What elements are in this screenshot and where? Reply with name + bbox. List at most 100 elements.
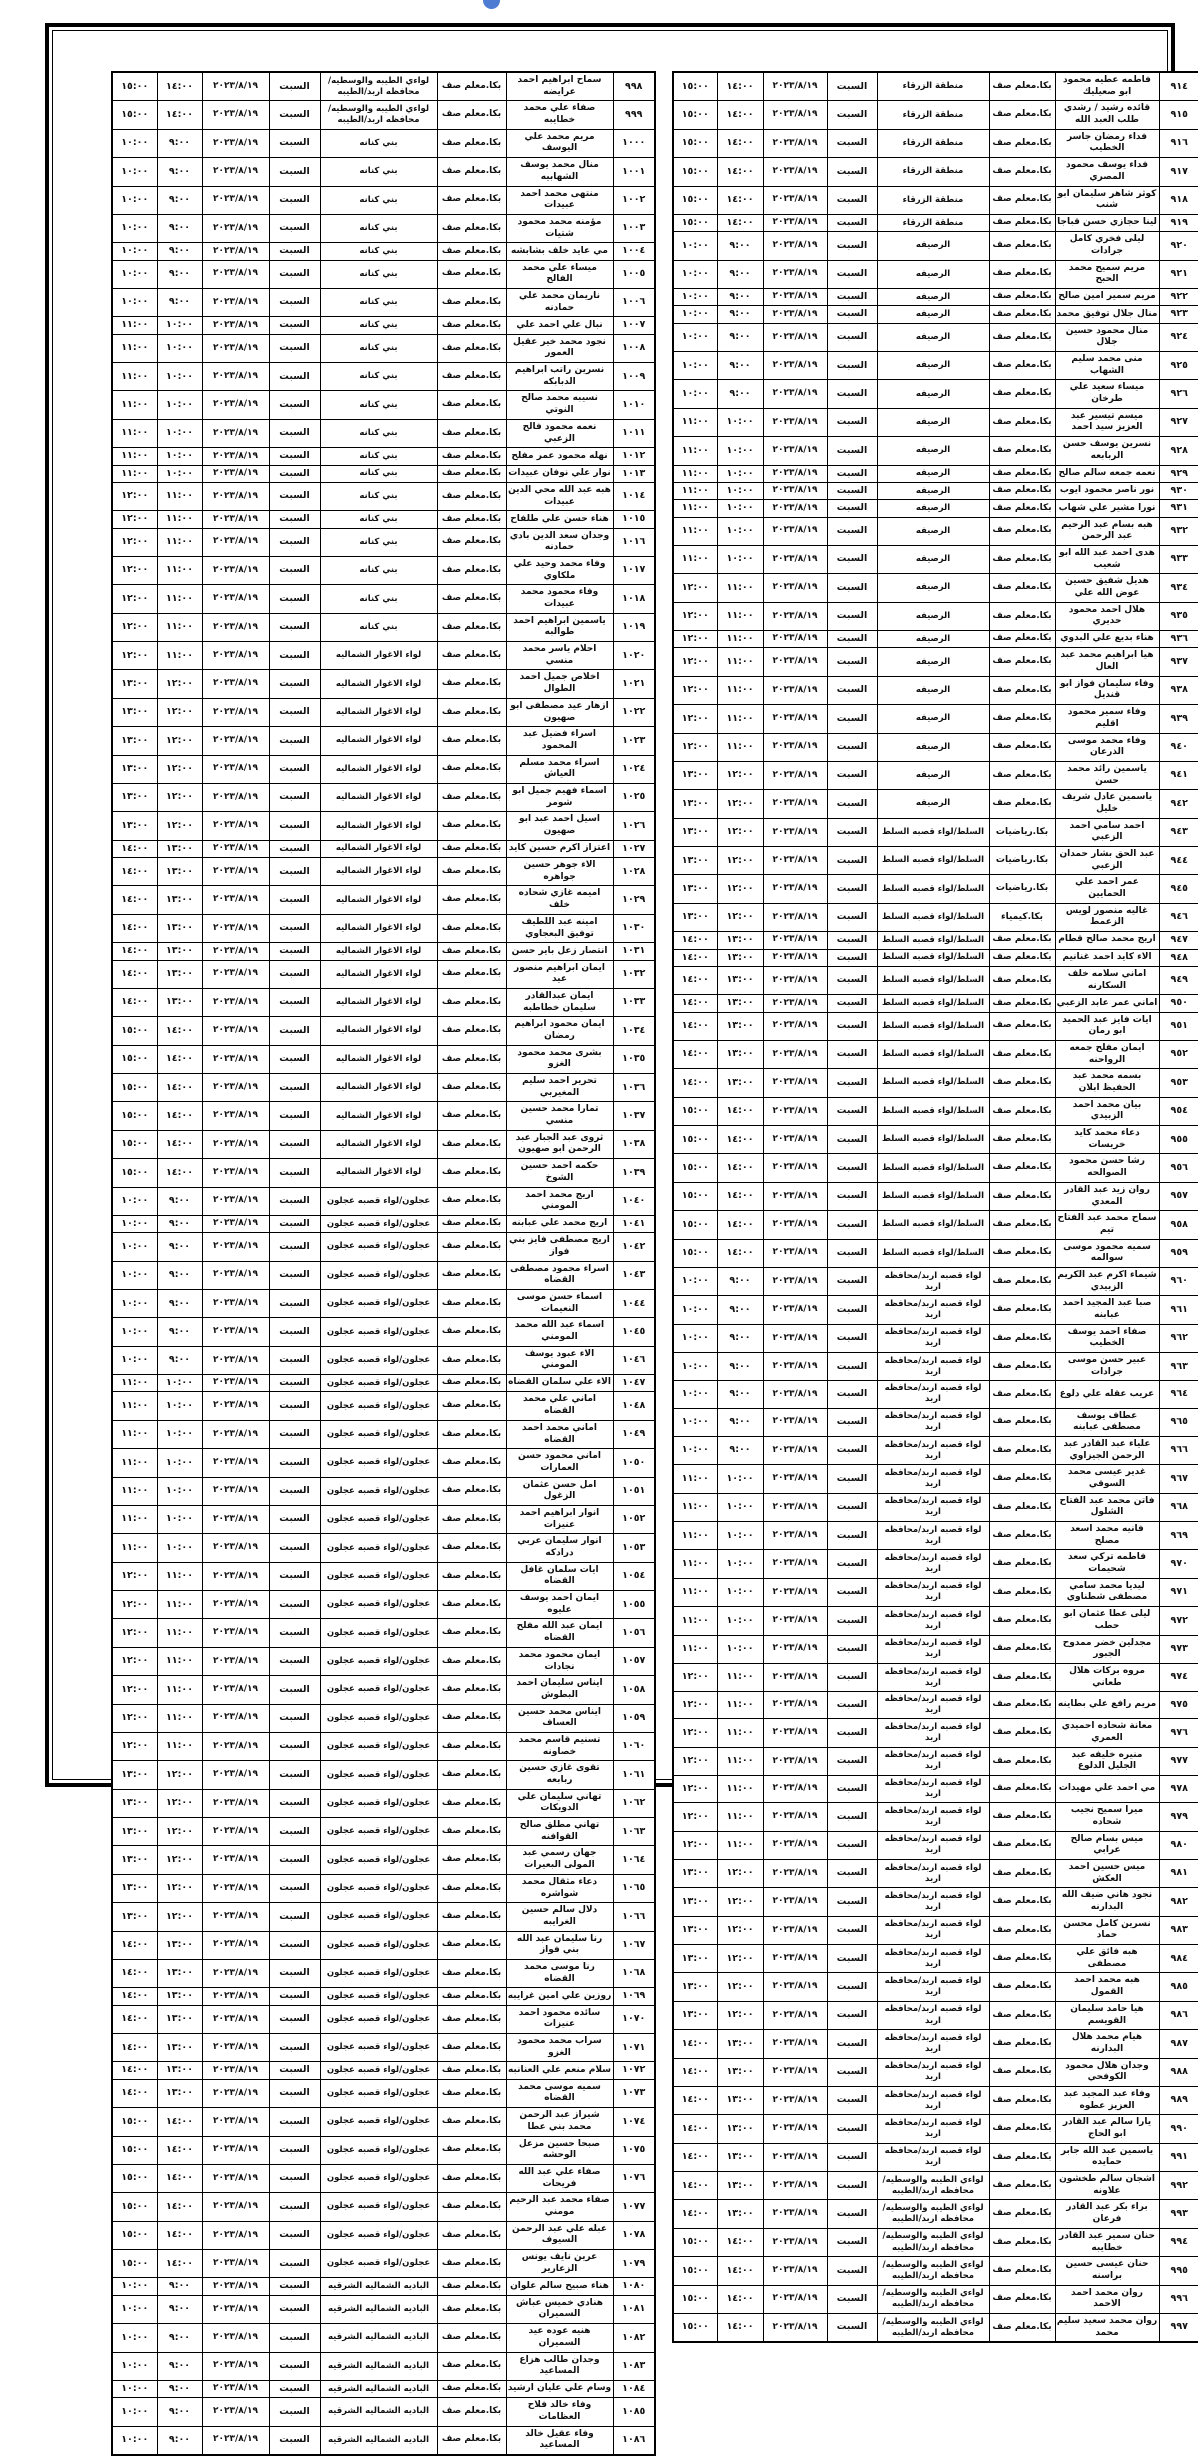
end-time-cell: ١٥:٠٠ bbox=[111, 100, 158, 130]
table-row: ٩٩٠ يارا سالم عبد القادر ابو الحاج بكا.معل… bbox=[672, 2114, 1198, 2144]
qualification-cell: بكا.معلم صف bbox=[988, 1858, 1056, 1889]
day-cell: السبت bbox=[268, 1987, 321, 2006]
candidate-name-cell: ياسمين عبد الله جابر حمايده bbox=[1054, 2142, 1160, 2173]
table-row: ١٠٦٥ دعاء مثقال محمد شواشره بكا.معلم صف عجل… bbox=[111, 1873, 656, 1904]
day-cell: السبت bbox=[826, 994, 878, 1013]
day-cell: السبت bbox=[268, 1391, 321, 1421]
end-time-cell: ١٠:٠٠ bbox=[111, 157, 158, 187]
start-time-cell: ١١:٠٠ bbox=[156, 481, 203, 512]
table-row: ١٠٣٠ امينه عبد اللطيف توفيق البعجاوي بكا.م… bbox=[111, 913, 656, 944]
day-cell: السبت bbox=[826, 2312, 878, 2343]
day-cell: السبت bbox=[826, 1407, 878, 1437]
table-row: ٩١٧ فداء يوسف محمود المصري بكا.معلم صف منطق… bbox=[672, 157, 1198, 187]
start-time-cell: ١١:٠٠ bbox=[156, 584, 203, 614]
candidate-name-cell: هدى احمد عبد الله ابو شعيب bbox=[1054, 544, 1160, 575]
serial-number-cell: ١٠٧٥ bbox=[612, 2135, 656, 2165]
qualification-cell: بكا.معلم صف bbox=[988, 2171, 1056, 2201]
directorate-cell: لواء قصبه اربد/محافظه اربد bbox=[876, 1662, 990, 1693]
candidate-name-cell: انوار سليمان عربي درادكه bbox=[505, 1533, 614, 1563]
qualification-cell: بكا.معلم صف bbox=[988, 1352, 1056, 1382]
table-row: ٩٤٣ احمد سامي احمد الزعبي بكا.رياضيات السلط… bbox=[672, 817, 1198, 848]
qualification-cell: بكا.معلم صف bbox=[988, 1068, 1056, 1098]
end-time-cell: ١٢:٠٠ bbox=[111, 1646, 158, 1677]
table-row: ٩٧٧ منيره خليفه عبد الجليل الدلوع بكا.معلم… bbox=[672, 1746, 1198, 1777]
candidate-name-cell: مريم رافع علي بطاينه bbox=[1054, 1691, 1160, 1720]
candidate-name-cell: نبال علي احمد علي bbox=[505, 316, 614, 335]
directorate-cell: الرصيفه bbox=[876, 732, 990, 762]
day-cell: السبت bbox=[268, 510, 321, 529]
directorate-cell: عجلون/لواء قصبه عجلون bbox=[319, 1902, 438, 1932]
end-time-cell: ١٤:٠٠ bbox=[111, 857, 158, 887]
serial-number-cell: ٩١٥ bbox=[1158, 100, 1198, 130]
candidate-name-cell: اريج محمد احمد المومني bbox=[505, 1186, 614, 1216]
date-cell: ٢٠٢٣/٨/١٩ bbox=[201, 2192, 270, 2222]
directorate-cell: الباديه الشماليه الشرقيه bbox=[319, 2277, 438, 2296]
end-time-cell: ١١:٠٠ bbox=[111, 1391, 158, 1421]
qualification-cell: بكا.معلم صف bbox=[988, 948, 1056, 967]
serial-number-cell: ٩٧٧ bbox=[1158, 1746, 1198, 1777]
qualification-cell: بكا.معلم صف bbox=[436, 2277, 507, 2296]
serial-number-cell: ١٠٦٥ bbox=[612, 1873, 656, 1904]
directorate-cell: عجلون/لواء قصبه عجلون bbox=[319, 1590, 438, 1620]
date-cell: ٢٠٢٣/٨/١٩ bbox=[201, 811, 270, 841]
date-cell: ٢٠٢٣/٨/١٩ bbox=[762, 948, 828, 967]
end-time-cell: ١٤:٠٠ bbox=[672, 1011, 718, 1041]
start-time-cell: ١٤:٠٠ bbox=[156, 1044, 203, 1075]
day-cell: السبت bbox=[268, 362, 321, 392]
table-row: ٩٦٠ شيماء اكرم عبد الكريم الزبيدي بكا.معلم… bbox=[672, 1266, 1198, 1297]
table-row: ٩٩٣ براء بكر عبد القادر فرعان بكا.معلم صف ل… bbox=[672, 2199, 1198, 2229]
end-time-cell: ١٤:٠٠ bbox=[111, 987, 158, 1018]
date-cell: ٢٠٢٣/٨/١٩ bbox=[762, 1972, 828, 2002]
start-time-cell: ١٢:٠٠ bbox=[156, 1788, 203, 1819]
end-time-cell: ١٠:٠٠ bbox=[111, 2397, 158, 2427]
day-cell: السبت bbox=[268, 1845, 321, 1875]
directorate-cell: لواء الاغوار الشماليه bbox=[319, 669, 438, 699]
end-time-cell: ١٠:٠٠ bbox=[672, 1266, 718, 1297]
directorate-cell: لواء قصبه اربد/محافظه اربد bbox=[876, 2057, 990, 2087]
qualification-cell: بكا.معلم صف bbox=[436, 584, 507, 614]
qualification-cell: بكا.معلم صف bbox=[988, 379, 1056, 409]
candidate-name-cell: عمر احمد علي الحمايين bbox=[1054, 874, 1160, 904]
qualification-cell: بكا.معلم صف bbox=[436, 418, 507, 449]
end-time-cell: ١٣:٠٠ bbox=[672, 817, 718, 848]
date-cell: ٢٠٢٣/٨/١٩ bbox=[201, 959, 270, 989]
start-time-cell: ١٤:٠٠ bbox=[716, 1181, 764, 1212]
directorate-cell: عجلون/لواء قصبه عجلون bbox=[319, 2004, 438, 2035]
date-cell: ٢٠٢٣/٨/١٩ bbox=[762, 1944, 828, 1974]
serial-number-cell: ٩٦٢ bbox=[1158, 1323, 1198, 1354]
table-row: ١٠٦٧ رنا سليمان عبد الله بني فواز بكا.معلم… bbox=[111, 1930, 656, 1960]
start-time-cell: ١١:٠٠ bbox=[716, 1718, 764, 1748]
end-time-cell: ١٢:٠٠ bbox=[672, 573, 718, 603]
candidate-name-cell: اعتزاز اكرم حسين كايد bbox=[505, 839, 614, 859]
qualification-cell: بكا.معلم صف bbox=[436, 481, 507, 512]
end-time-cell: ١٣:٠٠ bbox=[111, 782, 158, 813]
table-row: ١٠٧٠ سائده محمود احمد عنيزات بكا.معلم صف عج… bbox=[111, 2004, 656, 2035]
end-time-cell: ١٥:٠٠ bbox=[111, 2107, 158, 2137]
candidate-name-cell: سلام منعم علي العنانبه bbox=[505, 2061, 614, 2080]
table-row: ١٠٨٢ هنيه عوده عيد السميران بكا.معلم صف الب… bbox=[111, 2323, 656, 2353]
date-cell: ٢٠٢٣/٨/١٩ bbox=[762, 732, 828, 762]
date-cell: ٢٠٢٣/٨/١٩ bbox=[201, 1232, 270, 1262]
date-cell: ٢٠٢٣/٨/١٩ bbox=[762, 902, 828, 933]
day-cell: السبت bbox=[268, 1419, 321, 1450]
table-row: ١٠٧٩ عرين نايف يونس الزعارير بكا.معلم صف عج… bbox=[111, 2249, 656, 2279]
date-cell: ٢٠٢٣/٨/١٩ bbox=[762, 351, 828, 381]
qualification-cell: بكا.معلم صف bbox=[988, 2199, 1056, 2229]
day-cell: السبت bbox=[826, 213, 878, 233]
candidate-name-cell: صفاء علي محمد خطايبه bbox=[505, 100, 614, 130]
start-time-cell: ٩:٠٠ bbox=[156, 2294, 203, 2325]
start-time-cell: ١٠:٠٠ bbox=[716, 481, 764, 501]
date-cell: ٢٠٢٣/٨/١٩ bbox=[201, 1590, 270, 1620]
qualification-cell: بكا.معلم صف bbox=[436, 316, 507, 335]
start-time-cell: ١٤:٠٠ bbox=[156, 2135, 203, 2165]
candidate-name-cell: اسراء محمود مصطفى القضاه bbox=[505, 1260, 614, 1291]
serial-number-cell: ١٠٦٠ bbox=[612, 1731, 656, 1762]
serial-number-cell: ٩٩٤ bbox=[1158, 2227, 1198, 2258]
end-time-cell: ١٢:٠٠ bbox=[111, 1675, 158, 1705]
table-row: ٩٤٧ اريج محمد صالح قطام بكا.معلم صف السلط/ل… bbox=[672, 931, 1198, 950]
directorate-cell: منطقة الزرقاء bbox=[876, 100, 990, 130]
start-time-cell: ١١:٠٠ bbox=[156, 612, 203, 643]
serial-number-cell: ١٠٤٧ bbox=[612, 1374, 656, 1393]
end-time-cell: ١٤:٠٠ bbox=[672, 2057, 718, 2087]
day-cell: السبت bbox=[268, 2379, 321, 2399]
